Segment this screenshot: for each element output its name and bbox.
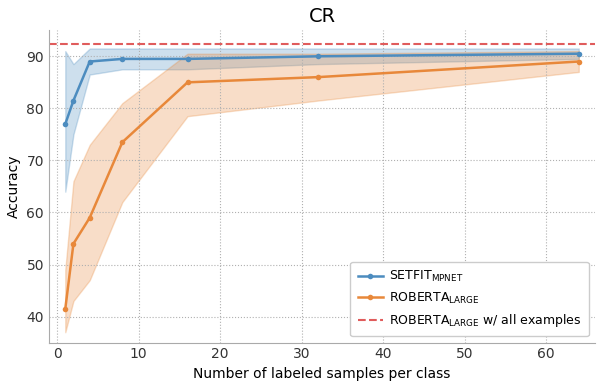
X-axis label: Number of labeled samples per class: Number of labeled samples per class [193, 367, 451, 381]
Legend: SETFIT$_{\mathregular{MPNET}}$, ROBERTA$_{\mathregular{LARGE}}$, ROBERTA$_{\math: SETFIT$_{\mathregular{MPNET}}$, ROBERTA$… [350, 262, 589, 336]
Y-axis label: Accuracy: Accuracy [7, 155, 21, 218]
Title: CR: CR [308, 7, 335, 26]
